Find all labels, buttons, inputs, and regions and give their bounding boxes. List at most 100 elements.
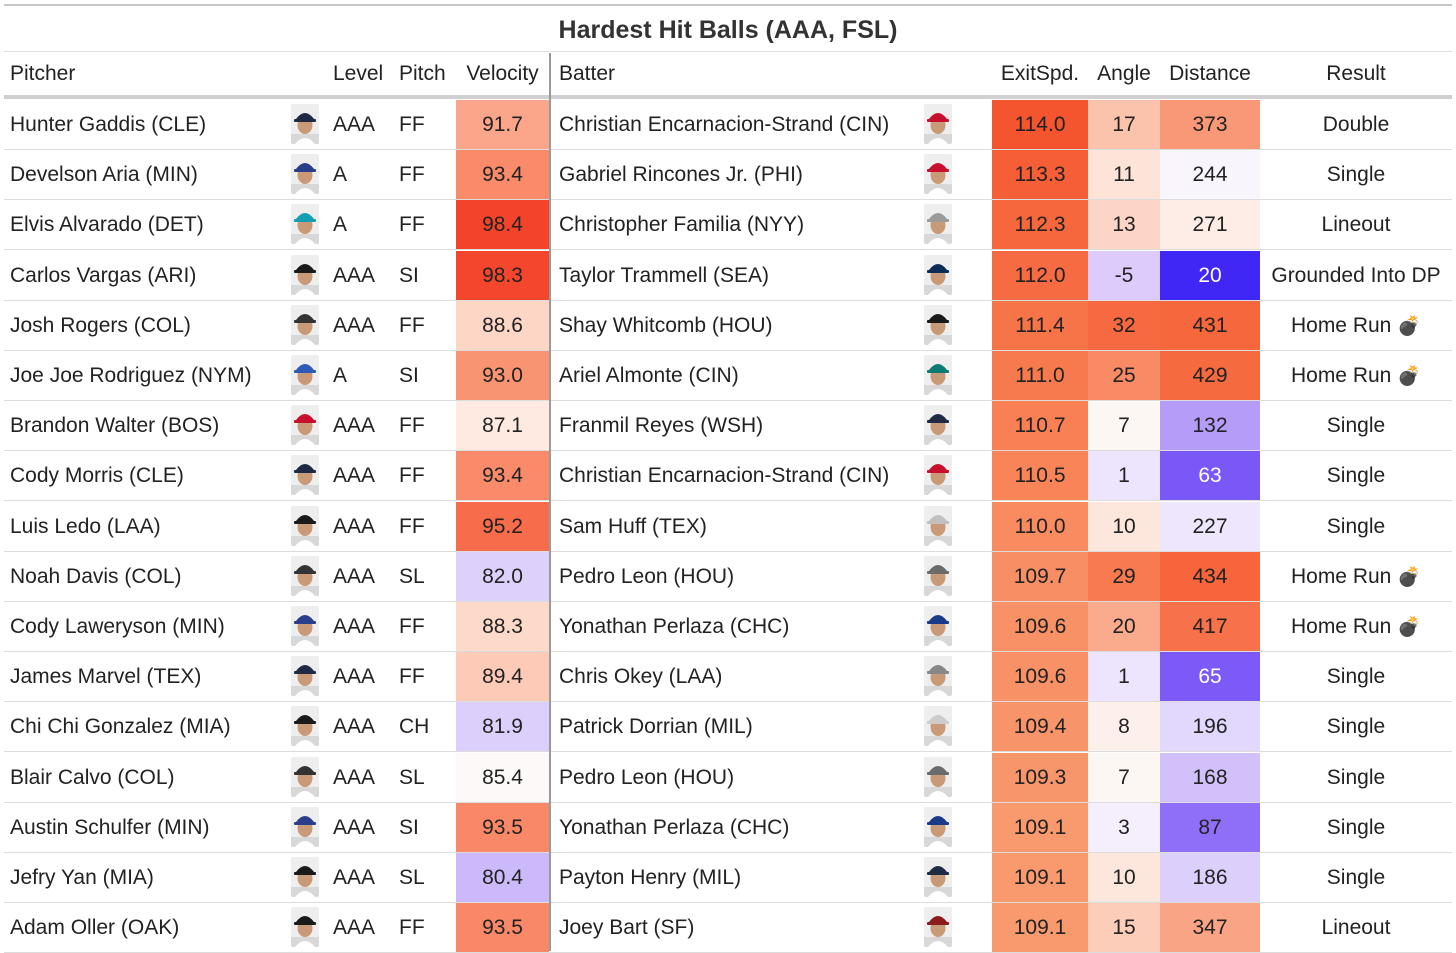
result-label: Home Run: [1290, 615, 1392, 638]
pitch-cell: FF: [399, 113, 425, 136]
pitcher-name[interactable]: Joe Joe Rodriguez (NYM): [10, 364, 252, 387]
header-exitspd[interactable]: ExitSpd.: [1000, 62, 1080, 85]
batter-name[interactable]: Franmil Reyes (WSH): [559, 414, 764, 438]
batter-headshot: [924, 706, 952, 747]
batter-name[interactable]: Pedro Leon (HOU): [559, 765, 735, 789]
pitcher-name[interactable]: Cody Morris (CLE): [10, 464, 184, 488]
pitcher-headshot: [291, 154, 319, 195]
result-label: Single: [1326, 715, 1386, 739]
pitcher-name[interactable]: Adam Oller (OAK): [10, 916, 180, 940]
batter-name[interactable]: Christopher Familia (NYY): [559, 213, 805, 237]
pitch-cell: FF: [399, 514, 425, 538]
result-label: Single: [1326, 514, 1386, 538]
angle-cell: 10: [1088, 853, 1160, 903]
pitcher-headshot: [291, 706, 319, 747]
batter-headshot: [924, 355, 952, 395]
level-cell: AAA: [333, 916, 376, 940]
header-result[interactable]: Result: [1326, 62, 1386, 85]
batter-name[interactable]: Chris Okey (LAA): [559, 665, 723, 689]
distance-cell: 431: [1160, 300, 1260, 351]
table-row: Joe Joe Rodriguez (NYM) A SI 93.0 Ariel Almo…: [0, 351, 1456, 401]
row-rule: [4, 299, 1452, 301]
batter-name[interactable]: Yonathan Perlaza (CHC): [559, 815, 790, 839]
velocity-cell: 91.7: [456, 100, 549, 150]
batter-name[interactable]: Patrick Dorrian (MIL): [559, 715, 753, 739]
batter-name[interactable]: Christian Encarnacion-Strand (CIN): [559, 464, 890, 488]
table-header: Pitcher Level Pitch Velocity Batter Exit…: [0, 53, 1456, 95]
pitch-cell: FF: [399, 163, 425, 187]
pitch-cell: SI: [399, 815, 419, 839]
level-cell: AAA: [333, 866, 376, 889]
batter-name[interactable]: Ariel Almonte (CIN): [559, 364, 739, 387]
header-pitch[interactable]: Pitch: [399, 62, 446, 85]
angle-cell: -5: [1088, 250, 1160, 301]
exitspd-cell: 109.1: [992, 903, 1088, 953]
pitcher-name[interactable]: Blair Calvo (COL): [10, 765, 175, 789]
batter-headshot: [924, 756, 952, 797]
row-rule: [4, 651, 1452, 652]
pitcher-name[interactable]: Cody Laweryson (MIN): [10, 615, 225, 638]
batter-name[interactable]: Joey Bart (SF): [559, 916, 695, 940]
pitcher-name[interactable]: Hunter Gaddis (CLE): [10, 113, 207, 136]
exitspd-cell: 110.0: [992, 501, 1088, 552]
result-cell: Home Run 💣: [1260, 552, 1452, 602]
result-label: Home Run: [1290, 564, 1392, 588]
header-level[interactable]: Level: [333, 62, 384, 85]
pitcher-name[interactable]: Brandon Walter (BOS): [10, 414, 220, 438]
pitcher-name[interactable]: James Marvel (TEX): [10, 665, 202, 689]
exitspd-cell: 112.0: [992, 250, 1088, 301]
result-cell: Single: [1260, 652, 1452, 702]
table-row: Jefry Yan (MIA) AAA SL 80.4 Payton Henry (MI…: [0, 853, 1456, 903]
distance-cell: 196: [1160, 702, 1260, 753]
distance-cell: 168: [1160, 752, 1260, 803]
header-pitcher[interactable]: Pitcher: [10, 62, 76, 85]
header-velocity[interactable]: Velocity: [466, 62, 539, 85]
level-cell: AAA: [333, 615, 376, 638]
pitcher-name[interactable]: Noah Davis (COL): [10, 564, 182, 588]
batter-headshot: [924, 555, 952, 596]
pitch-cell: SI: [399, 364, 419, 387]
level-cell: AAA: [333, 665, 376, 689]
velocity-cell: 93.4: [456, 150, 549, 201]
batter-name[interactable]: Taylor Trammell (SEA): [559, 263, 770, 287]
pitch-cell: CH: [399, 715, 430, 739]
batter-name[interactable]: Christian Encarnacion-Strand (CIN): [559, 113, 890, 136]
header-distance[interactable]: Distance: [1169, 62, 1251, 85]
batter-name[interactable]: Payton Henry (MIL): [559, 866, 742, 889]
velocity-cell: 93.0: [456, 351, 549, 401]
result-cell: Home Run 💣: [1260, 351, 1452, 401]
result-cell: Single: [1260, 803, 1452, 853]
result-cell: Single: [1260, 853, 1452, 903]
pitcher-name[interactable]: Chi Chi Gonzalez (MIA): [10, 715, 231, 739]
batter-name[interactable]: Pedro Leon (HOU): [559, 564, 735, 588]
pitcher-name[interactable]: Josh Rogers (COL): [10, 313, 191, 337]
row-rule: [4, 400, 1452, 401]
pitch-cell: FF: [399, 313, 425, 337]
pitcher-name[interactable]: Elvis Alvarado (DET): [10, 213, 204, 237]
pitcher-headshot: [291, 204, 319, 245]
pitcher-name[interactable]: Carlos Vargas (ARI): [10, 263, 197, 287]
pitcher-headshot: [291, 606, 319, 646]
batter-name[interactable]: Sam Huff (TEX): [559, 514, 707, 538]
pitcher-name[interactable]: Austin Schulfer (MIN): [10, 815, 210, 839]
table-row: James Marvel (TEX) AAA FF 89.4 Chris Okey (L…: [0, 652, 1456, 703]
exitspd-cell: 109.7: [992, 551, 1088, 602]
header-batter[interactable]: Batter: [559, 62, 616, 85]
pitcher-name[interactable]: Luis Ledo (LAA): [10, 514, 161, 538]
batter-headshot: [924, 104, 952, 144]
pitch-cell: SL: [399, 564, 425, 588]
batter-name[interactable]: Shay Whitcomb (HOU): [559, 313, 773, 337]
angle-cell: 17: [1088, 100, 1160, 150]
result-cell: Home Run 💣: [1260, 301, 1452, 351]
pitcher-name[interactable]: Jefry Yan (MIA): [10, 866, 154, 889]
row-rule: [4, 349, 1452, 351]
angle-cell: 7: [1088, 401, 1160, 452]
pitcher-name[interactable]: Develson Aria (MIN): [10, 163, 198, 187]
pitch-cell: FF: [399, 414, 425, 438]
batter-name[interactable]: Yonathan Perlaza (CHC): [559, 615, 790, 638]
angle-cell: 1: [1088, 451, 1160, 502]
header-angle[interactable]: Angle: [1097, 62, 1151, 85]
result-cell: Single: [1260, 502, 1452, 552]
batter-name[interactable]: Gabriel Rincones Jr. (PHI): [559, 163, 803, 187]
level-cell: AAA: [333, 464, 376, 488]
